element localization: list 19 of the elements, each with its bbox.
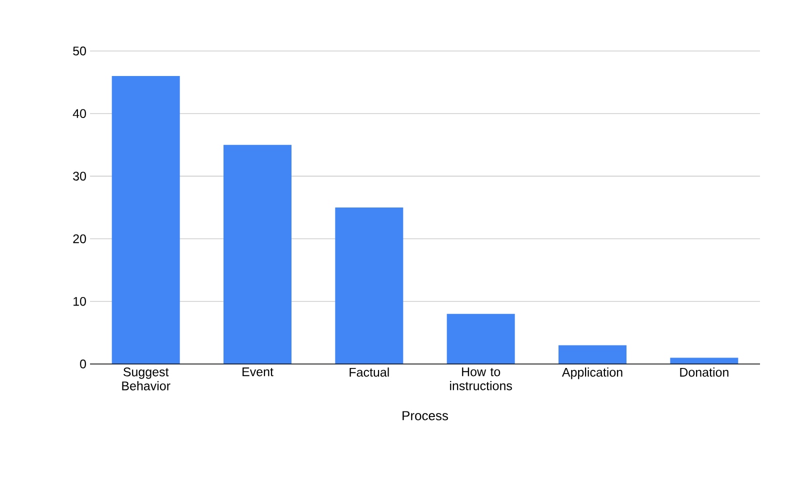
- x-tick-label: Application: [562, 368, 622, 380]
- x-tick-label: Event: [242, 368, 274, 376]
- x-tick-label: How to instructions: [450, 368, 512, 390]
- bar: [670, 358, 738, 364]
- y-tick-label: 20: [73, 234, 86, 244]
- bar: [224, 144, 292, 364]
- bar: [446, 314, 515, 364]
- x-tick-label: Factual: [350, 368, 389, 377]
- y-tick-label: 40: [72, 109, 86, 118]
- bar: [112, 76, 180, 364]
- x-tick-label: Donation: [680, 368, 728, 377]
- y-tick-label: 0: [80, 360, 86, 368]
- y-tick-label: 10: [74, 296, 86, 306]
- bar: [558, 345, 627, 364]
- y-tick-label: 50: [73, 46, 86, 56]
- x-tick-label: Suggest Behavior: [122, 368, 170, 390]
- bar: [335, 207, 404, 364]
- y-tick-label: 30: [73, 172, 86, 181]
- x-axis-title: Process: [402, 411, 448, 420]
